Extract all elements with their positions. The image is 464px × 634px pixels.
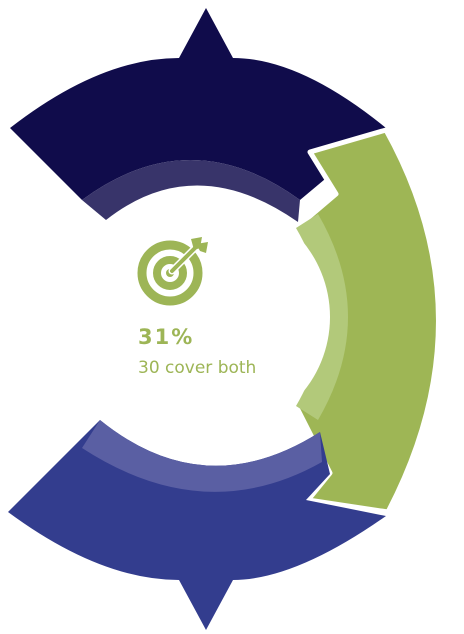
target-arrow-icon — [137, 237, 208, 306]
center-stat: 31% 30 cover both — [137, 233, 308, 379]
bottom-inner-band — [82, 420, 322, 492]
center-caption: 30 cover both — [138, 358, 257, 378]
top-arrow-segment — [10, 8, 386, 200]
top-inner-band — [82, 160, 300, 222]
center-percent: 31% — [138, 325, 195, 349]
center-disc — [94, 199, 330, 435]
